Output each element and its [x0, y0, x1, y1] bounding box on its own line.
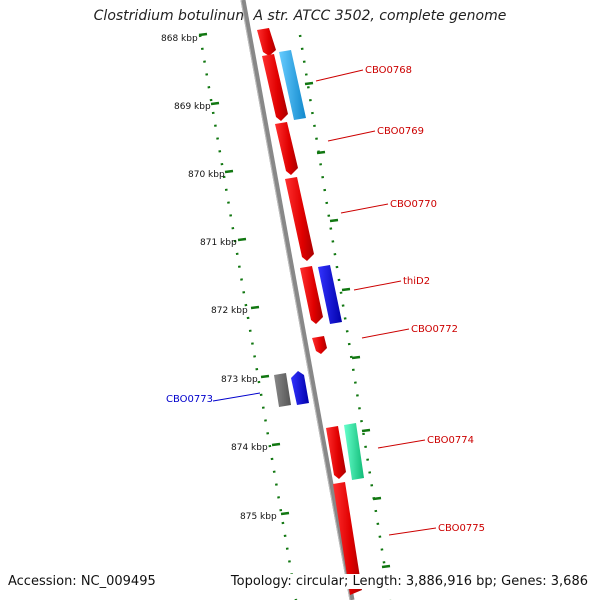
callout-lines [212, 69, 437, 536]
tick-label-871: 871 kbp [200, 238, 237, 248]
gene-label-cbo0772: CBO0772 [411, 324, 458, 335]
tick-marks [198, 32, 391, 569]
genome-summary-text: Topology: circular; Length: 3,886,916 bp… [228, 574, 588, 589]
outer-tick-5 [351, 355, 361, 360]
gene-label-cbo0774: CBO0774 [427, 435, 474, 446]
backbone-highlight [240, 0, 351, 600]
outer-tick-8 [381, 564, 391, 569]
tick-mark-872 [250, 305, 260, 310]
callout-cbo0774 [377, 439, 426, 449]
cds-cyan-cbo0768[interactable] [279, 50, 306, 120]
cds-red-cbo0775[interactable] [333, 482, 362, 595]
tick-mark-870 [224, 169, 234, 174]
cds-red-top [257, 28, 276, 56]
cds-gray-cbo0773[interactable] [274, 373, 291, 407]
callout-cbo0769 [327, 130, 376, 142]
map-title: Clostridium botulinum A str. ATCC 3502, … [93, 8, 507, 24]
tick-mark-869 [210, 101, 220, 106]
callout-cbo0772 [361, 328, 410, 339]
cds-blue-cbo0773[interactable] [291, 371, 309, 405]
inner-tick-track [198, 34, 298, 600]
tick-label-873: 873 kbp [221, 375, 258, 385]
tick-label-875: 875 kbp [240, 512, 277, 522]
gene-label-cbo0768: CBO0768 [365, 65, 412, 76]
gene-label-cbo0769: CBO0769 [377, 126, 424, 137]
tick-label-868: 868 kbp [161, 34, 198, 44]
gene-label-cbo0773: CBO0773 [166, 394, 213, 405]
gene-label-cbo0775: CBO0775 [438, 523, 485, 534]
genome-backbone [240, 0, 355, 600]
outer-tick-7 [372, 496, 382, 501]
cds-red-thid2-a[interactable] [300, 266, 323, 324]
callout-cbo0768 [315, 69, 364, 82]
gene-label-thid2: thiD2 [403, 276, 430, 287]
tick-mark-875 [280, 511, 290, 516]
callout-cbo0773 [212, 392, 261, 402]
tick-mark-874 [271, 442, 281, 447]
tick-label-869: 869 kbp [174, 102, 211, 112]
outer-tick-1 [304, 81, 314, 86]
accession-text: Accession: NC_009495 [8, 574, 156, 589]
cds-red-cbo0774[interactable] [326, 426, 346, 479]
tick-mark-871 [237, 237, 247, 242]
outer-tick-2 [316, 150, 326, 155]
callout-cbo0770 [340, 203, 389, 214]
cds-red-cbo0769[interactable] [275, 122, 298, 175]
gene-features [257, 28, 364, 595]
cds-green-cbo0774[interactable] [344, 423, 364, 480]
callout-cbo0775 [388, 527, 437, 536]
tick-label-870: 870 kbp [188, 170, 225, 180]
tick-label-872: 872 kbp [211, 306, 248, 316]
outer-tick-6 [361, 428, 371, 433]
cds-blue-thid2[interactable] [318, 265, 342, 324]
tick-label-874: 874 kbp [231, 443, 268, 453]
tick-mark-873 [260, 374, 270, 379]
outer-tick-4 [341, 287, 351, 292]
tick-mark-868 [198, 32, 208, 37]
callout-thid2 [353, 280, 402, 291]
cds-red-cbo0772[interactable] [312, 336, 327, 354]
cds-red-cbo0770[interactable] [285, 177, 314, 261]
outer-tick-3 [329, 218, 339, 223]
outer-tick-track [298, 34, 392, 600]
cds-red-1 [262, 54, 288, 121]
gene-label-cbo0770: CBO0770 [390, 199, 437, 210]
